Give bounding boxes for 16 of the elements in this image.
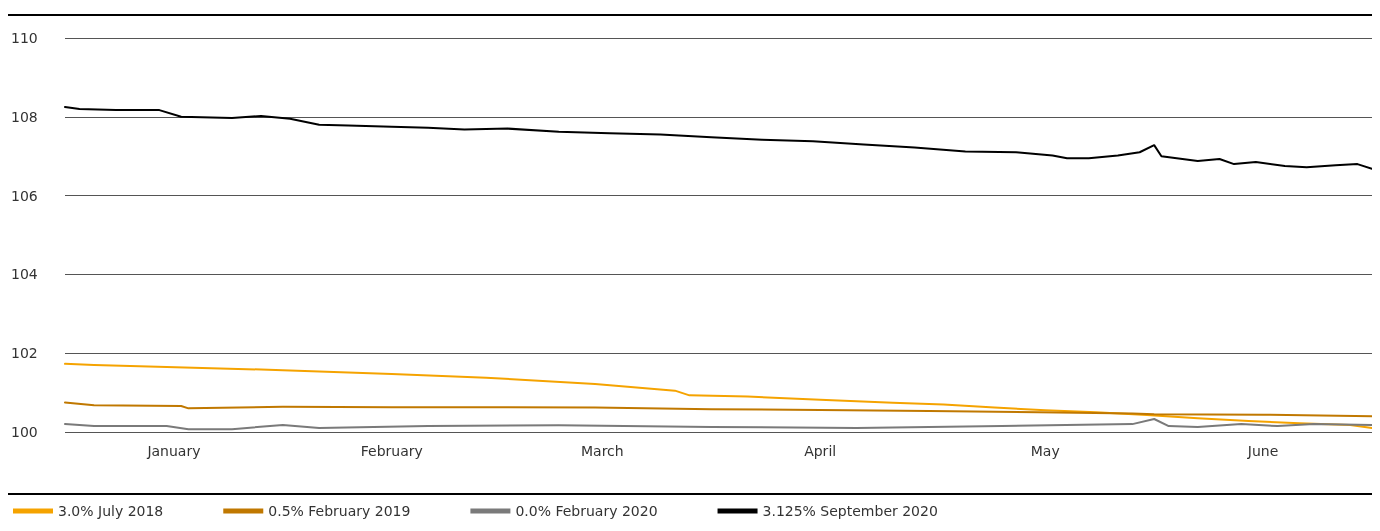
- legend-label: 3.0% July 2018: [58, 503, 164, 519]
- y-tick-label: 108: [11, 108, 38, 125]
- legend-label: 3.125% September 2020: [762, 503, 938, 519]
- legend-label: 0.5% February 2019: [268, 503, 411, 519]
- y-tick-label: 102: [11, 345, 38, 362]
- x-tick-label: March: [580, 443, 624, 459]
- y-tick-label: 106: [11, 187, 38, 204]
- x-tick-label: April: [804, 443, 837, 459]
- y-tick-label: 100: [11, 424, 38, 440]
- y-tick-label: 104: [11, 266, 38, 283]
- x-tick-label: January: [146, 443, 201, 459]
- legend-label: 0.0% February 2020: [515, 503, 658, 519]
- y-tick-label: 110: [11, 30, 38, 46]
- x-tick-label: June: [1246, 443, 1279, 459]
- x-tick-label: February: [360, 443, 423, 459]
- x-tick-label: May: [1030, 443, 1060, 459]
